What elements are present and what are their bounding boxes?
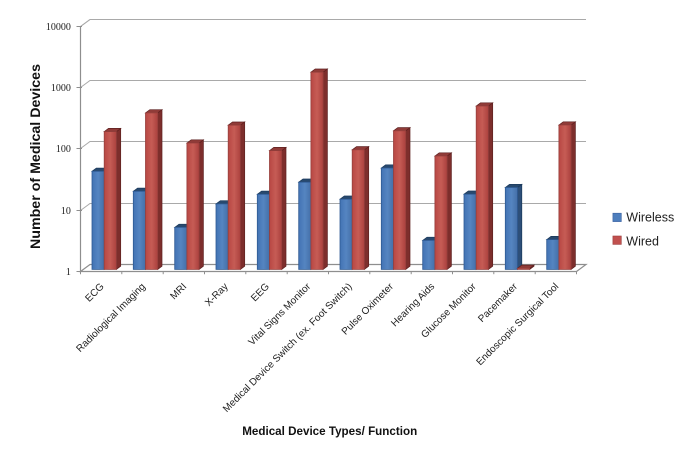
svg-text:Wireless: Wireless [626,211,674,225]
svg-text:10000: 10000 [46,22,71,33]
svg-text:1000: 1000 [51,83,71,94]
svg-text:Medical Device Types/ Function: Medical Device Types/ Function [242,424,417,438]
svg-text:Number of Medical Devices: Number of Medical Devices [28,64,43,249]
svg-text:10: 10 [61,206,71,217]
svg-text:1: 1 [66,267,71,278]
svg-text:Wired: Wired [626,235,659,249]
svg-text:100: 100 [56,144,71,155]
